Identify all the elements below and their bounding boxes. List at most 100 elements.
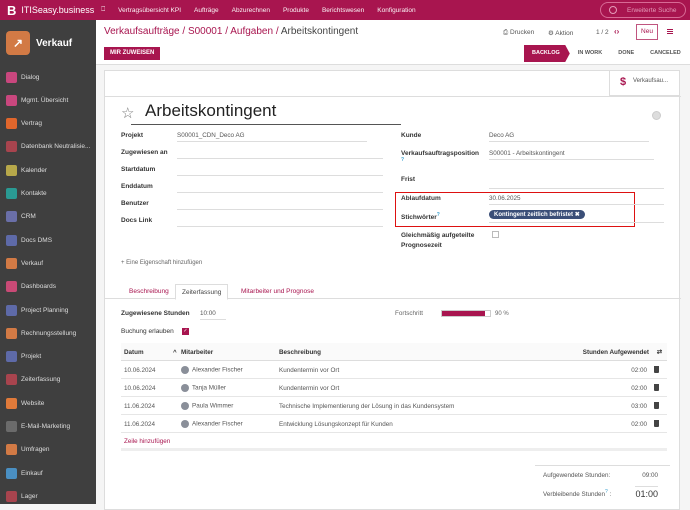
tags-field[interactable]: Kontingent zeitlich befristet ✖: [489, 210, 664, 223]
menu-kpi[interactable]: Vertragsübersicht KPI: [118, 6, 182, 14]
sidebar-item[interactable]: Zeiterfassung: [6, 373, 60, 387]
breadcrumb-tasks[interactable]: Aufgaben: [230, 26, 274, 37]
sidebar-item[interactable]: E-Mail-Marketing: [6, 420, 70, 434]
row-employee[interactable]: Tanja Müller: [181, 384, 226, 392]
ablauf-field[interactable]: 30.06.2025: [489, 195, 664, 205]
trash-icon[interactable]: [654, 384, 659, 391]
table-row[interactable]: 10.06.2024 Alexander Fischer Kundentermi…: [121, 361, 667, 379]
new-button[interactable]: Neu: [636, 24, 658, 40]
assign-to-me-button[interactable]: MIR ZUWEISEN: [104, 47, 161, 60]
sidebar-item[interactable]: Docs DMS: [6, 233, 52, 247]
tag-remove-icon[interactable]: ✖: [574, 212, 580, 218]
row-date: 10.06.2024: [124, 367, 156, 374]
menu-berichtswesen[interactable]: Berichtswesen: [321, 6, 365, 14]
table-row[interactable]: 10.06.2024 Tanja Müller Kundentermin vor…: [121, 379, 667, 397]
action-button[interactable]: ⚙ Aktion: [548, 30, 574, 37]
sidebar-item-label: E-Mail-Marketing: [21, 423, 71, 430]
task-title[interactable]: Arbeitskontingent: [131, 101, 401, 125]
col-beschreibung[interactable]: Beschreibung: [279, 349, 321, 356]
menu-icon[interactable]: [667, 29, 673, 34]
sidebar-item[interactable]: Datenbank Neutralisie...: [6, 140, 90, 154]
add-property-link[interactable]: + Eine Eigenschaft hinzufügen: [121, 260, 203, 266]
bookmark-icon[interactable]: ⎕: [101, 6, 106, 13]
form-sheet: $ Verkaufsau... ☆ Arbeitskontingent Proje…: [104, 70, 681, 510]
position-field[interactable]: S00001 - Arbeitskontingent: [489, 150, 654, 160]
frist-label: Frist: [401, 176, 416, 183]
stage-canceled[interactable]: CANCELED: [650, 50, 681, 56]
smart-button-label: Verkaufsau...: [633, 78, 669, 84]
sidebar-item[interactable]: Lager: [6, 489, 38, 503]
sidebar-item[interactable]: Vertrag: [6, 117, 42, 131]
sidebar-item[interactable]: Website: [6, 396, 44, 410]
status-indicator[interactable]: [652, 111, 661, 120]
stage-in-work[interactable]: IN WORK: [577, 50, 603, 56]
sidebar-item[interactable]: Mgmt. Übersicht: [6, 93, 68, 107]
sidebar-item[interactable]: Kontakte: [6, 187, 47, 201]
notebook-tabs: Beschreibung Zeiterfassung Mitarbeiter u…: [105, 282, 681, 300]
field-input[interactable]: [177, 200, 383, 210]
field-input[interactable]: [177, 217, 383, 227]
menu-abzurechnen[interactable]: Abzurechnen: [231, 6, 270, 14]
kunde-field[interactable]: Deco AG: [489, 132, 649, 142]
sidebar-item[interactable]: Rechnungsstellung: [6, 326, 76, 340]
col-datum[interactable]: Datum: [124, 349, 144, 356]
print-button[interactable]: ⎙ Drucken: [503, 29, 535, 36]
field-input[interactable]: [177, 149, 383, 159]
menu-produkte[interactable]: Produkte: [282, 6, 309, 14]
row-employee[interactable]: Paula Wimmer: [181, 402, 233, 410]
tab-beschreibung[interactable]: Beschreibung: [129, 288, 169, 295]
field-input[interactable]: [177, 166, 383, 176]
sort-asc-icon[interactable]: ^: [173, 349, 177, 356]
stage-done[interactable]: DONE: [618, 50, 635, 56]
assigned-hours-field[interactable]: 10:00: [200, 310, 226, 320]
sidebar-item[interactable]: Projekt: [6, 350, 41, 364]
trash-icon[interactable]: [654, 366, 659, 373]
booking-checkbox[interactable]: ✓: [182, 328, 189, 335]
row-date: 11.06.2024: [124, 421, 156, 428]
pager-prev-next-icon[interactable]: ‹›: [614, 27, 620, 36]
sidebar-item[interactable]: Project Planning: [6, 303, 68, 317]
sales-order-smart-button[interactable]: $ Verkaufsau...: [609, 71, 679, 96]
menu-auftraege[interactable]: Aufträge: [194, 6, 219, 14]
row-employee[interactable]: Alexander Fischer: [181, 366, 243, 374]
trash-icon[interactable]: [654, 402, 659, 409]
row-employee[interactable]: Alexander Fischer: [181, 420, 243, 428]
search-input[interactable]: Erweiterte Suche: [600, 2, 686, 18]
app-icon: [6, 141, 17, 153]
sidebar-item-label: Kontakte: [21, 190, 47, 197]
col-stunden[interactable]: Stunden Aufgewendet: [582, 349, 649, 356]
add-line-link[interactable]: Zeile hinzufügen: [124, 438, 171, 445]
sidebar-item[interactable]: Verkauf: [6, 256, 43, 270]
remaining-hours-label: Verbleibende Stunden? :: [543, 489, 612, 499]
breadcrumb-sales-orders[interactable]: Verkaufsaufträge: [104, 26, 180, 37]
breadcrumb-order[interactable]: S00001: [187, 26, 223, 37]
field-input[interactable]: S00001_CDN_Deco AG: [177, 132, 367, 142]
stage-backlog[interactable]: BACKLOG: [524, 45, 570, 62]
sidebar-item[interactable]: Umfragen: [6, 443, 50, 457]
tab-mitarbeiter-prognose[interactable]: Mitarbeiter und Prognose: [241, 288, 314, 295]
sidebar-item[interactable]: CRM: [6, 210, 36, 224]
trash-icon[interactable]: [654, 420, 659, 427]
menu-konfiguration[interactable]: Konfiguration: [377, 6, 416, 14]
sidebar-app-header[interactable]: ↗ Verkauf: [0, 20, 96, 66]
favorite-star-icon[interactable]: ☆: [121, 105, 135, 122]
tab-zeiterfassung[interactable]: Zeiterfassung: [175, 284, 229, 300]
col-mitarbeiter[interactable]: Mitarbeiter: [181, 349, 214, 356]
table-row[interactable]: 11.06.2024 Paula Wimmer Technische Imple…: [121, 397, 667, 415]
field-input[interactable]: [177, 183, 383, 193]
app-logo[interactable]: B: [7, 2, 17, 18]
sidebar-item[interactable]: Dashboards: [6, 280, 56, 294]
sidebar-item-label: Einkauf: [21, 469, 43, 477]
column-settings-icon[interactable]: ⇄: [656, 349, 662, 356]
sidebar-item[interactable]: Kalender: [6, 163, 47, 177]
sidebar-item[interactable]: Einkauf: [6, 466, 43, 480]
app-icon: [6, 257, 17, 269]
prognose-checkbox[interactable]: [492, 231, 499, 238]
table-row[interactable]: 11.06.2024 Alexander Fischer Entwicklung…: [121, 415, 667, 433]
app-name[interactable]: ITISeasy.business: [21, 5, 95, 15]
sidebar-item[interactable]: Dialog: [6, 70, 39, 84]
app-icon: [6, 94, 17, 106]
frist-field[interactable]: [489, 176, 664, 189]
assigned-hours-label: Zugewiesene Stunden: [121, 310, 190, 317]
sales-chart-icon: ↗: [6, 31, 30, 55]
